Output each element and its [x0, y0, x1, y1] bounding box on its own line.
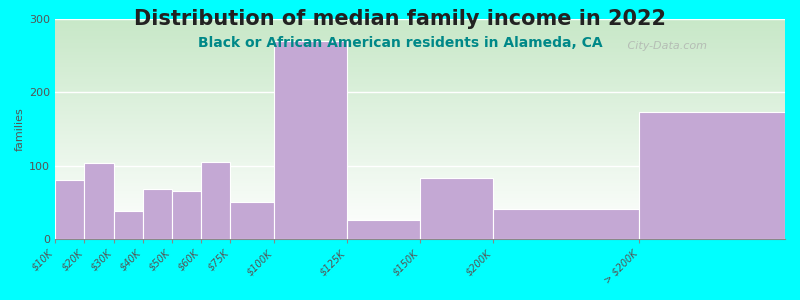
Text: Black or African American residents in Alameda, CA: Black or African American residents in A…	[198, 36, 602, 50]
Bar	[274, 41, 347, 239]
Bar	[114, 211, 142, 239]
Text: City-Data.com: City-Data.com	[625, 41, 707, 51]
Text: Distribution of median family income in 2022: Distribution of median family income in …	[134, 9, 666, 29]
Bar	[420, 178, 493, 239]
Bar	[201, 162, 230, 239]
Bar	[493, 209, 639, 239]
Bar	[142, 189, 172, 239]
Y-axis label: families: families	[15, 107, 25, 151]
Bar	[230, 202, 274, 239]
Bar	[639, 112, 785, 239]
Bar	[172, 191, 201, 239]
Bar	[347, 220, 420, 239]
Bar	[84, 163, 114, 239]
Bar	[55, 180, 84, 239]
